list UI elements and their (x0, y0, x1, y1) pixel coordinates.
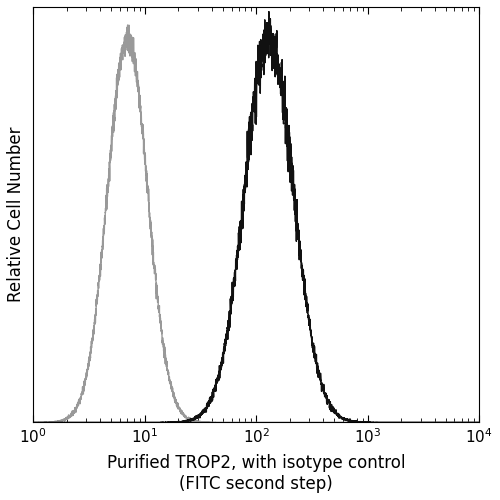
X-axis label: Purified TROP2, with isotype control
(FITC second step): Purified TROP2, with isotype control (FI… (107, 454, 406, 493)
Y-axis label: Relative Cell Number: Relative Cell Number (7, 127, 25, 302)
